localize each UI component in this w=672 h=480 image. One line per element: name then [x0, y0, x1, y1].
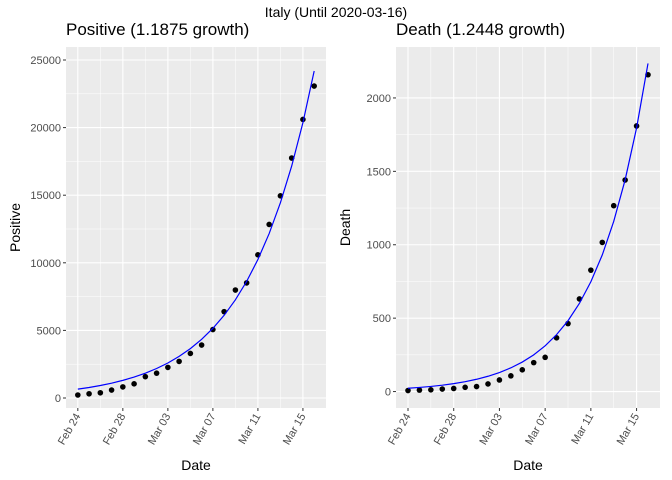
point	[97, 389, 104, 396]
point	[266, 221, 272, 228]
point	[86, 390, 92, 397]
point	[462, 384, 468, 391]
x-tick-label: Mar 03	[478, 412, 506, 448]
point	[542, 354, 548, 361]
y-tick-label: 1500	[367, 166, 391, 178]
fit-line	[77, 70, 315, 390]
x-tick-label: Mar 03	[146, 412, 174, 448]
point	[439, 386, 446, 392]
y-tick-label: 10000	[30, 258, 61, 270]
y-tick-label: 1000	[367, 240, 391, 252]
x-tick-label: Mar 11	[236, 412, 263, 447]
x-axis-label: Date	[181, 457, 211, 473]
x-tick-label: Mar 07	[191, 412, 219, 448]
x-tick-label: Mar 11	[569, 412, 596, 447]
x-tick-label: Feb 24	[56, 412, 84, 448]
point	[120, 384, 126, 390]
point	[450, 385, 457, 392]
point	[588, 267, 594, 273]
panel-background	[66, 47, 326, 408]
y-tick-label: 5000	[37, 325, 61, 337]
panel-background	[396, 47, 660, 408]
y-tick-label: 0	[55, 393, 61, 405]
page-title: Italy (Until 2020-03-16)	[265, 4, 407, 20]
point	[416, 387, 423, 393]
point	[519, 367, 526, 373]
y-tick-label: 0	[385, 387, 391, 399]
point	[610, 202, 617, 209]
y-axis-label: Positive	[7, 203, 23, 252]
point	[405, 387, 411, 394]
y-tick-label: 2000	[367, 93, 391, 105]
y-tick-label: 20000	[30, 123, 61, 135]
x-tick-label: Mar 15	[281, 412, 309, 448]
point	[108, 387, 115, 393]
point	[75, 392, 81, 398]
y-tick-label: 500	[373, 313, 391, 325]
y-tick-label: 25000	[30, 55, 61, 67]
point	[198, 342, 205, 348]
point	[176, 358, 182, 365]
point	[496, 377, 503, 383]
x-tick-label: Feb 24	[386, 412, 414, 448]
x-tick-label: Mar 15	[615, 412, 643, 448]
y-tick-label: 15000	[30, 190, 61, 202]
point	[473, 383, 480, 390]
x-tick-label: Mar 07	[523, 412, 551, 448]
point	[142, 373, 149, 380]
point	[311, 83, 317, 89]
y-axis-label: Death	[337, 209, 353, 246]
point	[187, 350, 194, 357]
point	[210, 326, 216, 333]
point	[599, 239, 606, 246]
fit-line	[407, 63, 649, 389]
point	[165, 364, 171, 371]
point	[428, 386, 434, 393]
point	[131, 381, 137, 387]
x-axis-label: Date	[513, 457, 543, 473]
point	[232, 287, 239, 293]
point	[530, 359, 537, 366]
point	[485, 381, 491, 387]
panel-title: Positive (1.1875 growth)	[66, 20, 249, 39]
x-tick-label: Feb 28	[101, 412, 129, 448]
x-tick-label: Feb 28	[432, 412, 460, 448]
point	[153, 370, 160, 376]
point	[508, 373, 514, 379]
panel-title: Death (1.2448 growth)	[396, 20, 565, 39]
